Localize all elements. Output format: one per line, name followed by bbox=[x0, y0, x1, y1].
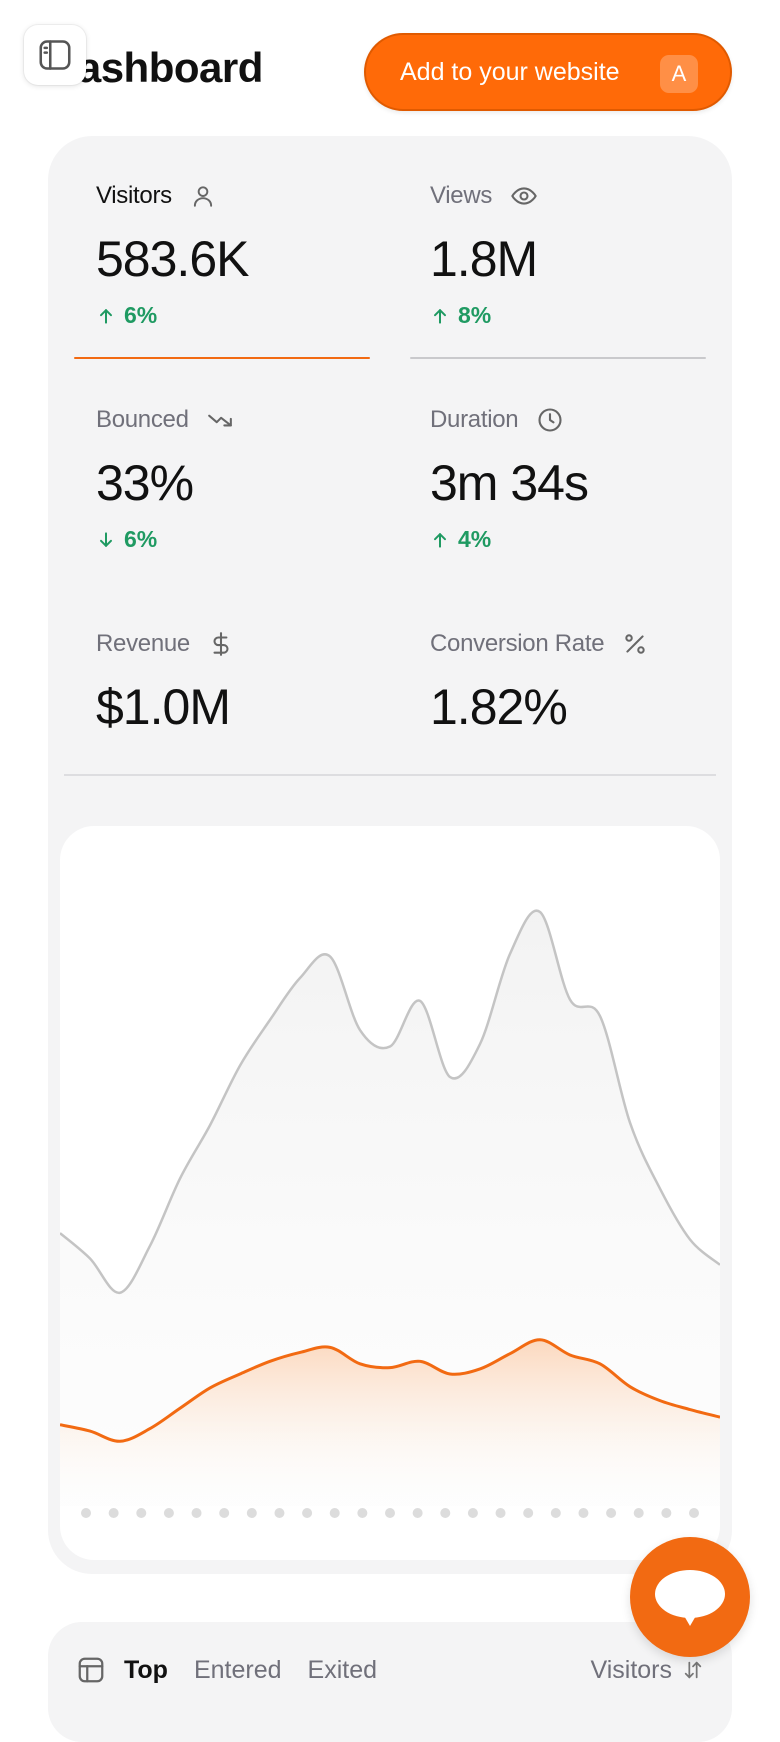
stat-indicator bbox=[410, 357, 706, 359]
x-axis-dot[interactable] bbox=[274, 1508, 285, 1518]
clock-icon bbox=[538, 408, 562, 432]
stat-label: Duration bbox=[430, 406, 519, 433]
stat-value: 3m 34s bbox=[430, 455, 589, 511]
x-axis-dot[interactable] bbox=[219, 1508, 230, 1518]
visitors-series-line bbox=[60, 1338, 720, 1443]
stat-value: 33% bbox=[96, 455, 194, 511]
stat-label: Views bbox=[430, 182, 493, 209]
stat-value: 1.82% bbox=[430, 679, 568, 735]
active-stat-indicator bbox=[74, 357, 370, 359]
sidebar-icon bbox=[39, 40, 71, 70]
x-axis-dot[interactable] bbox=[302, 1508, 313, 1518]
x-axis-dot[interactable] bbox=[108, 1508, 119, 1518]
sort-icon bbox=[684, 1661, 702, 1679]
percent-icon bbox=[625, 634, 645, 654]
x-axis-dot[interactable] bbox=[163, 1508, 174, 1518]
stat-label: Conversion Rate bbox=[430, 630, 605, 657]
add-to-website-label: Add to your website bbox=[400, 57, 620, 86]
trending-down-icon bbox=[207, 414, 232, 427]
x-axis-dot[interactable] bbox=[550, 1508, 561, 1518]
arrow-up-icon bbox=[434, 308, 446, 324]
stat-label: Bounced bbox=[96, 406, 189, 433]
stat-visitors[interactable]: Visitors 583.6K 6% bbox=[96, 182, 426, 329]
user-icon bbox=[193, 186, 212, 207]
x-axis-dot[interactable] bbox=[136, 1508, 147, 1518]
stat-label: Visitors bbox=[96, 182, 172, 209]
x-axis-dot[interactable] bbox=[578, 1508, 589, 1518]
arrow-up-icon bbox=[434, 532, 446, 548]
stat-duration[interactable]: Duration 3m 34s 4% bbox=[430, 406, 760, 553]
chat-bubble-icon bbox=[655, 1570, 725, 1626]
add-to-website-button[interactable]: Add to your website A bbox=[364, 33, 732, 111]
pages-panel: Top Entered Exited Visitors bbox=[48, 1622, 732, 1742]
tab-exited[interactable]: Exited bbox=[307, 1655, 378, 1684]
stat-label: Revenue bbox=[96, 630, 190, 657]
stats-divider bbox=[64, 774, 716, 776]
dollar-icon bbox=[213, 632, 229, 656]
stats-card: Visitors 583.6K 6% Views 1.8M 8% Bounced… bbox=[48, 136, 732, 1574]
chat-button[interactable] bbox=[630, 1537, 750, 1657]
x-axis-dot[interactable] bbox=[329, 1508, 340, 1518]
sort-label: Visitors bbox=[590, 1655, 672, 1684]
x-axis-dot[interactable] bbox=[191, 1508, 202, 1518]
x-axis-dot[interactable] bbox=[633, 1508, 644, 1518]
arrow-down-icon bbox=[100, 531, 112, 547]
sidebar-toggle-button[interactable] bbox=[24, 25, 86, 85]
x-axis-dot[interactable] bbox=[385, 1508, 395, 1518]
stat-value: 1.8M bbox=[430, 231, 538, 287]
x-axis-dot[interactable] bbox=[357, 1508, 368, 1518]
arrow-up-icon bbox=[100, 308, 112, 324]
stat-change: 4% bbox=[458, 526, 492, 552]
x-axis-dot[interactable] bbox=[412, 1508, 423, 1518]
stat-value: $1.0M bbox=[96, 679, 231, 735]
x-axis-dot[interactable] bbox=[661, 1508, 672, 1518]
tab-top[interactable]: Top bbox=[124, 1655, 168, 1684]
eye-icon bbox=[511, 187, 537, 205]
tab-entered[interactable]: Entered bbox=[193, 1655, 282, 1684]
stat-change: 6% bbox=[124, 526, 158, 552]
stat-revenue[interactable]: Revenue $1.0M bbox=[96, 630, 426, 736]
traffic-chart-card[interactable] bbox=[60, 826, 720, 1560]
shortcut-key-badge: A bbox=[660, 55, 698, 93]
x-axis-dot[interactable] bbox=[440, 1508, 451, 1518]
traffic-chart[interactable] bbox=[60, 826, 720, 1560]
x-axis-dot[interactable] bbox=[467, 1508, 478, 1518]
stat-views[interactable]: Views 1.8M 8% bbox=[430, 182, 760, 329]
stat-change: 8% bbox=[458, 302, 492, 328]
stat-value: 583.6K bbox=[96, 231, 249, 287]
layout-icon bbox=[78, 1657, 104, 1683]
x-axis-dot[interactable] bbox=[523, 1508, 534, 1518]
x-axis-dot[interactable] bbox=[689, 1508, 699, 1518]
stat-conversion-rate[interactable]: Conversion Rate 1.82% bbox=[430, 630, 760, 736]
x-axis-dot[interactable] bbox=[246, 1508, 257, 1518]
x-axis-dot[interactable] bbox=[495, 1508, 506, 1518]
stat-change: 6% bbox=[124, 302, 158, 328]
x-axis-dot[interactable] bbox=[606, 1508, 617, 1518]
stat-bounced[interactable]: Bounced 33% 6% bbox=[96, 406, 426, 553]
sort-visitors-button[interactable]: Visitors bbox=[590, 1656, 704, 1685]
views-series-line bbox=[60, 909, 720, 1295]
x-axis-dot[interactable] bbox=[81, 1508, 91, 1518]
